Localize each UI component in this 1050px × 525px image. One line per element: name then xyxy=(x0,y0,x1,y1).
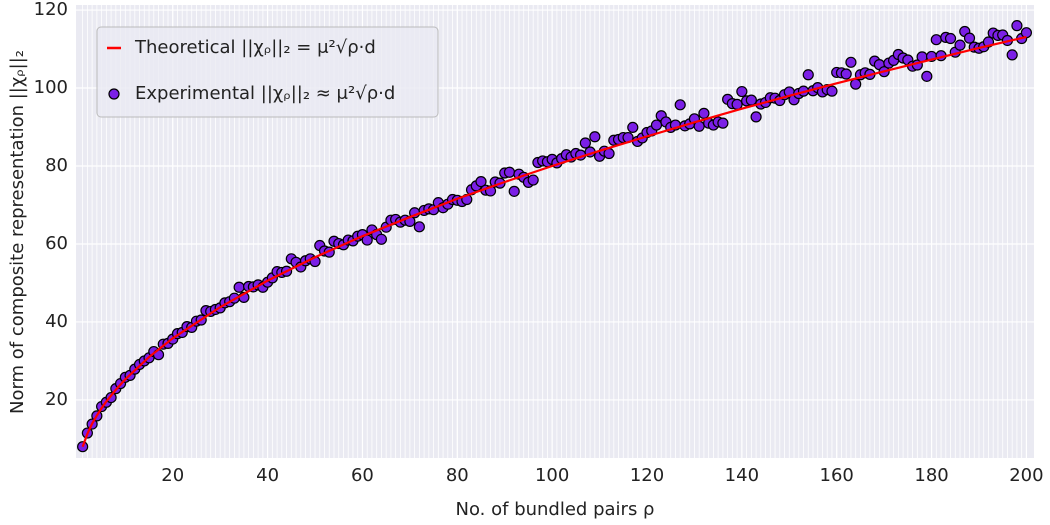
legend-label: Theoretical ||χᵨ||₂ = μ²√ρ·d xyxy=(134,37,376,58)
point xyxy=(650,119,663,131)
point xyxy=(750,111,762,123)
point xyxy=(921,70,933,82)
point xyxy=(736,85,748,98)
marks xyxy=(77,20,1033,453)
point xyxy=(963,32,976,44)
point xyxy=(930,34,942,46)
line xyxy=(81,35,1027,448)
x-tick-label: 20 xyxy=(161,465,184,486)
x-tick-label: 200 xyxy=(1009,465,1043,486)
point xyxy=(698,107,710,119)
point xyxy=(413,221,425,233)
point xyxy=(826,85,838,97)
y-tick-label: 80 xyxy=(45,155,68,176)
point xyxy=(674,99,686,111)
point xyxy=(579,137,591,149)
legend: Theoretical ||χᵨ||₂ = μ²√ρ·d Experimental… xyxy=(96,26,439,118)
point xyxy=(627,121,639,134)
point xyxy=(845,56,857,68)
point xyxy=(954,39,966,51)
point xyxy=(508,185,520,197)
axes: 20 40 60 80 100 120 20 40 60 80 100 120 140 160 180 200 xyxy=(34,0,1044,486)
point xyxy=(717,117,729,129)
x-tick-label: 60 xyxy=(351,465,374,486)
point xyxy=(1006,49,1018,61)
point xyxy=(944,32,957,45)
y-tick-label: 20 xyxy=(45,389,68,410)
x-tick-label: 40 xyxy=(256,465,279,486)
x-tick-label: 140 xyxy=(725,465,759,486)
point xyxy=(589,131,601,143)
x-tick-label: 180 xyxy=(914,465,948,486)
point xyxy=(375,233,388,245)
point xyxy=(731,98,743,111)
point xyxy=(503,166,516,178)
legend-label: Experimental ||χᵨ||₂ ≈ μ²√ρ·d xyxy=(135,83,395,104)
x-tick-label: 120 xyxy=(630,465,664,486)
point xyxy=(850,78,862,90)
point xyxy=(475,175,487,188)
y-tick-label: 120 xyxy=(34,0,68,20)
grid xyxy=(76,5,1034,458)
legend-swatch xyxy=(108,88,120,100)
x-axis-label: No. of bundled pairs ρ xyxy=(456,499,655,520)
legend-box xyxy=(96,26,439,118)
x-tick-label: 80 xyxy=(446,465,469,486)
point xyxy=(233,281,245,293)
point xyxy=(527,174,539,186)
y-tick-label: 100 xyxy=(34,77,68,98)
y-tick-label: 40 xyxy=(45,311,68,332)
x-tick-label: 160 xyxy=(820,465,854,486)
point xyxy=(1020,27,1033,39)
y-tick-label: 60 xyxy=(45,233,68,254)
point xyxy=(745,94,757,106)
y-axis-label: Norm of composite representation ||χᵨ||₂ xyxy=(7,50,28,414)
point xyxy=(802,69,814,81)
point xyxy=(840,68,852,80)
point xyxy=(1011,20,1023,32)
x-tick-label: 100 xyxy=(535,465,569,486)
